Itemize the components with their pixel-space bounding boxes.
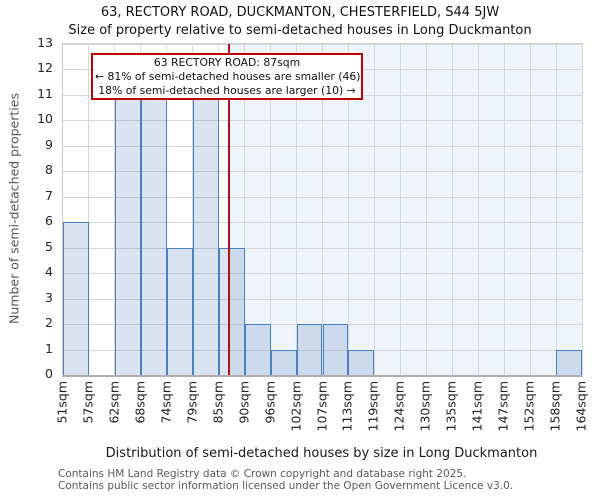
y-tick-label: 5 — [45, 238, 53, 254]
x-tick-label: 119sqm — [365, 381, 381, 432]
horizontal-gridline — [63, 44, 582, 45]
y-tick-label: 9 — [45, 136, 53, 152]
x-axis-label: Distribution of semi-detached houses by … — [105, 446, 538, 461]
x-tick-label: 85sqm — [210, 381, 226, 424]
vertical-gridline — [425, 44, 427, 375]
vertical-gridline — [244, 44, 246, 375]
horizontal-gridline — [63, 247, 582, 249]
x-tick-label: 51sqm — [54, 381, 70, 424]
horizontal-gridline — [63, 120, 582, 122]
vertical-gridline — [451, 44, 453, 375]
x-tick-label: 62sqm — [106, 381, 122, 424]
histogram-bar-51sqm — [63, 222, 89, 375]
x-tick-label: 102sqm — [288, 381, 304, 432]
x-tick-label: 141sqm — [469, 381, 485, 432]
histogram-bar-62sqm — [114, 94, 141, 375]
x-tick-label: 96sqm — [262, 381, 278, 424]
annotation-line-3: 18% of semi-detached houses are larger (… — [98, 83, 356, 97]
vertical-gridline — [218, 44, 220, 375]
histogram-bar-158sqm — [556, 349, 582, 375]
x-tick-label: 68sqm — [132, 381, 148, 424]
y-tick-label: 8 — [45, 162, 53, 178]
histogram-bar-96sqm — [270, 349, 297, 375]
histogram-bar-113sqm — [348, 349, 375, 375]
horizontal-gridline — [63, 222, 582, 224]
vertical-gridline — [270, 44, 272, 375]
horizontal-gridline — [63, 171, 582, 173]
chart-title: 63, RECTORY ROAD, DUCKMANTON, CHESTERFIE… — [100, 5, 500, 20]
vertical-gridline — [373, 44, 375, 375]
horizontal-gridline — [63, 273, 582, 275]
chart-subtitle: Size of property relative to semi-detach… — [68, 23, 532, 38]
vertical-gridline — [581, 44, 583, 375]
annotation-line-1: 63 RECTORY ROAD: 87sqm — [153, 56, 301, 69]
x-tick-label: 74sqm — [158, 381, 174, 424]
x-tick-label: 147sqm — [495, 381, 511, 432]
vertical-gridline — [529, 44, 531, 375]
annotation-box: 63 RECTORY ROAD: 87sqm ← 81% of semi-det… — [91, 53, 363, 101]
vertical-gridline — [296, 44, 298, 375]
y-tick-label: 11 — [37, 85, 53, 101]
footer-line-2: Contains public sector information licen… — [58, 480, 514, 492]
x-tick-label: 130sqm — [417, 381, 433, 432]
property-size-marker-line — [228, 44, 231, 375]
y-tick-label: 0 — [45, 366, 53, 381]
histogram-bar-107sqm — [322, 324, 349, 375]
y-tick-label: 4 — [45, 264, 53, 280]
histogram-bar-85sqm — [218, 247, 245, 375]
y-tick-label: 10 — [37, 111, 53, 127]
vertical-gridline — [399, 44, 401, 375]
y-tick-label: 2 — [45, 315, 53, 331]
x-tick-label: 152sqm — [521, 381, 537, 432]
vertical-gridline — [88, 44, 90, 375]
y-tick-label: 13 — [37, 35, 53, 50]
vertical-gridline — [322, 44, 323, 375]
histogram-bar-90sqm — [244, 324, 271, 375]
vertical-gridline — [555, 44, 557, 375]
annotation-line-2: ← 81% of semi-detached houses are smalle… — [95, 69, 361, 83]
histogram-bar-68sqm — [140, 94, 167, 375]
histogram-bar-79sqm — [192, 94, 219, 375]
footer-line-1: Contains HM Land Registry data © Crown c… — [58, 468, 467, 480]
y-tick-label: 3 — [45, 289, 53, 305]
vertical-gridline — [166, 44, 168, 375]
x-tick-label: 113sqm — [339, 381, 355, 432]
y-tick-label: 12 — [37, 60, 53, 76]
y-tick-label: 7 — [45, 187, 53, 203]
horizontal-gridline — [63, 298, 582, 300]
x-tick-label: 135sqm — [443, 381, 459, 432]
histogram-bar-74sqm — [166, 247, 193, 375]
x-tick-label: 90sqm — [236, 381, 252, 424]
vertical-gridline — [347, 44, 349, 375]
horizontal-gridline — [63, 196, 582, 198]
x-tick-label: 124sqm — [391, 381, 407, 432]
plot-area: 63 RECTORY ROAD: 87sqm ← 81% of semi-det… — [62, 43, 583, 377]
horizontal-gridline — [63, 145, 582, 147]
x-tick-label: 79sqm — [184, 381, 200, 424]
x-tick-label: 57sqm — [80, 381, 96, 424]
vertical-gridline — [503, 44, 505, 375]
vertical-gridline — [477, 44, 479, 375]
histogram-bar-102sqm — [296, 324, 323, 375]
x-tick-label: 107sqm — [314, 381, 329, 432]
y-tick-label: 1 — [45, 340, 53, 356]
y-tick-label: 6 — [45, 213, 53, 229]
x-tick-label: 158sqm — [547, 381, 563, 432]
x-tick-label: 164sqm — [573, 381, 589, 432]
